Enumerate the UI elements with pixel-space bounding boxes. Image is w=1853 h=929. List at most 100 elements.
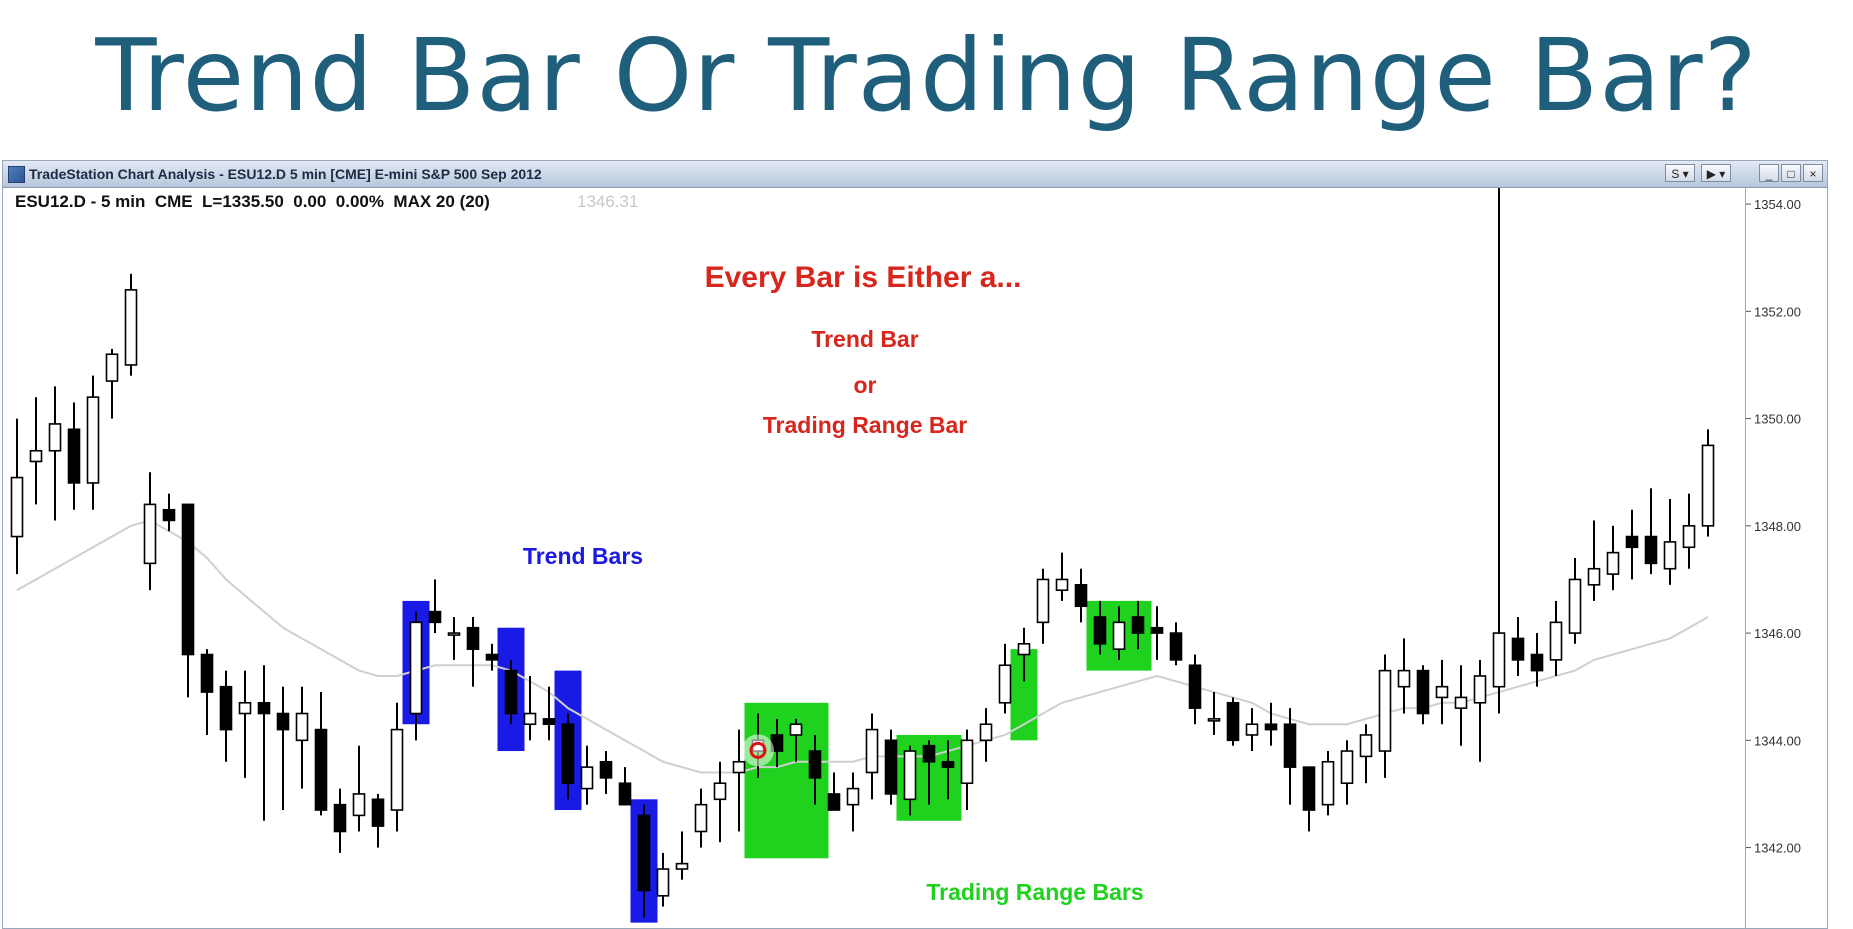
- candle-body: [1378, 669, 1392, 752]
- candle-body: [922, 744, 936, 763]
- candlestick-chart[interactable]: Every Bar is Either a... Trend Bar or Tradi…: [3, 188, 1745, 928]
- candle-body: [1530, 653, 1544, 672]
- price-axis[interactable]: 1354.00 1352.00 1350.00 1348.00 1346.00 1344.…: [1745, 188, 1827, 928]
- moving-average-line: [16, 519, 1709, 774]
- candle-body: [1701, 444, 1715, 527]
- candle-body: [865, 728, 879, 774]
- chart-plot-area[interactable]: Every Bar is Either a... Trend Bar or Tradi…: [3, 188, 1745, 928]
- candle-body: [1340, 750, 1354, 785]
- candle-body: [257, 701, 271, 715]
- candle-body: [1568, 578, 1582, 634]
- trading-range-bars-label: Trading Range Bars: [926, 879, 1143, 905]
- candle-body: [48, 423, 62, 452]
- candle-body: [808, 750, 822, 779]
- candle-body: [713, 782, 727, 801]
- candle-body: [960, 739, 974, 785]
- nav-right-button[interactable]: ▶ ▾: [1701, 164, 1731, 182]
- candle-body: [1207, 718, 1221, 722]
- candle-body: [827, 793, 841, 811]
- candle-body: [903, 750, 917, 801]
- ghost-price-value: 1346.31: [577, 192, 639, 211]
- candle-body: [1169, 632, 1183, 661]
- candle-body: [1435, 685, 1449, 699]
- candle-body: [694, 803, 708, 833]
- candle-body: [1112, 621, 1126, 650]
- candle-body: [238, 701, 252, 715]
- candle-body: [390, 728, 404, 811]
- annotation-trading-range-bar: Trading Range Bar: [763, 412, 968, 438]
- candle-body: [1397, 669, 1411, 688]
- candle-body: [485, 653, 499, 661]
- marked-bar-circle: [749, 741, 767, 759]
- candle-body: [10, 476, 24, 538]
- restore-button[interactable]: □: [1781, 164, 1801, 182]
- candle-body: [333, 803, 347, 833]
- candle-body: [295, 712, 309, 742]
- price-tick-label: 1344.00: [1754, 733, 1801, 748]
- candle-body: [143, 503, 157, 565]
- candle-body: [1549, 621, 1563, 661]
- candle-body: [1036, 578, 1050, 624]
- candle-body: [884, 739, 898, 795]
- candle-body: [1492, 632, 1506, 688]
- candle-body: [542, 718, 556, 726]
- candle-body: [1663, 541, 1677, 570]
- candle-body: [466, 626, 480, 650]
- candle-body: [1150, 626, 1164, 634]
- candle-body: [1131, 616, 1145, 634]
- app-icon: [8, 166, 25, 183]
- candle-body: [447, 632, 461, 636]
- candle-body: [656, 868, 670, 897]
- candle-body: [428, 610, 442, 624]
- candle-body: [371, 798, 385, 827]
- candle-body: [105, 353, 119, 382]
- price-tick-label: 1354.00: [1754, 197, 1801, 212]
- candle-body: [1093, 616, 1107, 645]
- price-tick-label: 1350.00: [1754, 412, 1801, 427]
- candle-body: [789, 723, 803, 736]
- slide-title: Trend Bar Or Trading Range Bar?: [95, 17, 1758, 134]
- candle-body: [1416, 669, 1430, 715]
- candle-body: [941, 760, 955, 768]
- candle-body: [200, 653, 214, 693]
- candle-body: [580, 766, 594, 790]
- minimize-button[interactable]: _: [1759, 164, 1779, 182]
- candle-body: [523, 712, 537, 726]
- candle-body: [1625, 535, 1639, 549]
- candle-body: [181, 503, 195, 656]
- candle-body: [1188, 664, 1202, 709]
- candle-body: [409, 621, 423, 715]
- chart-window[interactable]: TradeStation Chart Analysis - ESU12.D 5 …: [2, 160, 1828, 929]
- candle-body: [29, 449, 43, 463]
- window-titlebar[interactable]: TradeStation Chart Analysis - ESU12.D 5 …: [3, 161, 1827, 188]
- nav-left-button[interactable]: S ▾: [1665, 164, 1695, 182]
- annotation-trend-bar: Trend Bar: [811, 326, 918, 352]
- candle-body: [618, 782, 632, 806]
- price-tick-label: 1342.00: [1754, 841, 1801, 856]
- candle-body: [352, 793, 366, 817]
- candle-body: [314, 728, 328, 811]
- price-tick-label: 1352.00: [1754, 304, 1801, 319]
- candle-body: [219, 685, 233, 731]
- candle-body: [979, 723, 993, 742]
- trend-bars-label: Trend Bars: [523, 543, 643, 569]
- candle-body: [675, 862, 689, 870]
- candle-body: [86, 396, 100, 484]
- price-axis-ticks: 1354.00 1352.00 1350.00 1348.00 1346.00 1344.…: [1746, 197, 1801, 856]
- candle-body: [1587, 567, 1601, 586]
- price-tick-label: 1348.00: [1754, 519, 1801, 534]
- candle-body: [1511, 637, 1525, 661]
- candle-body: [1606, 551, 1620, 575]
- candle-body: [162, 508, 176, 522]
- candle-body: [1017, 642, 1031, 656]
- candle-body: [67, 428, 81, 484]
- candle-body: [1226, 701, 1240, 742]
- candle-body: [846, 787, 860, 806]
- candle-body: [1359, 734, 1373, 758]
- candle-body: [1682, 525, 1696, 549]
- candle-body: [124, 289, 138, 366]
- candle-body: [1473, 675, 1487, 704]
- candle-body: [276, 712, 290, 731]
- candle-body: [561, 723, 575, 785]
- close-button[interactable]: ×: [1803, 164, 1823, 182]
